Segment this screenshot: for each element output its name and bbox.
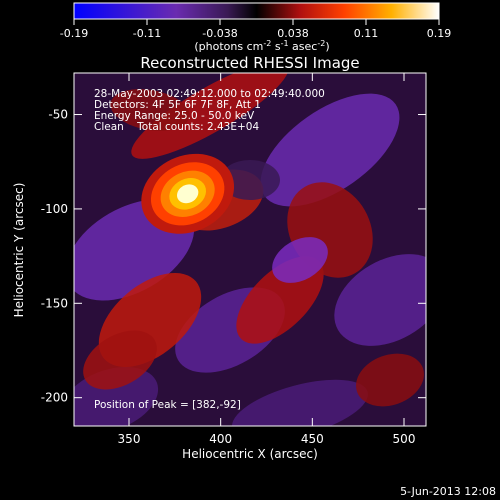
heatmap-region [232, 379, 368, 426]
colorbar-gradient [73, 2, 440, 20]
colorbar-unit-label: (photons cm-2 s-1 asec-2) [194, 39, 329, 53]
colorbar-tick-label: -0.038 [202, 27, 237, 40]
heatmap-region [110, 89, 190, 131]
y-tick-label: -50 [48, 108, 68, 122]
info-line-energy: Energy Range: 25.0 - 50.0 keV [94, 110, 255, 122]
heatmap-region [74, 367, 159, 426]
heatmap-region [356, 353, 424, 407]
heatmap-region [83, 330, 157, 390]
info-line-clean: Clean Total counts: 2.43E+04 [94, 121, 259, 133]
colorbar-tick-label: 0.19 [427, 27, 452, 40]
x-tick-label: 400 [209, 432, 232, 446]
x-axis-label: Heliocentric X (arcsec) [182, 447, 318, 461]
x-tick-label: 450 [301, 432, 324, 446]
info-line-time: 28-May-2003 02:49:12.000 to 02:49:40.000 [94, 88, 325, 100]
y-axis-label: Heliocentric Y (arcsec) [12, 183, 26, 318]
info-block: 28-May-2003 02:49:12.000 to 02:49:40.000… [94, 88, 325, 133]
y-tick-label: -150 [41, 296, 68, 310]
heatmap-region [131, 73, 289, 159]
colorbar-tick-label: -0.19 [60, 27, 88, 40]
colorbar-tick-label: -0.11 [133, 27, 161, 40]
chart-title: Reconstructed RHESSI Image [140, 54, 359, 72]
peak-position-label: Position of Peak = [382,-92] [94, 399, 241, 411]
footer-date: 5-Jun-2013 12:08 [400, 485, 496, 498]
y-tick-label: -200 [41, 391, 68, 405]
plot-frame [73, 72, 427, 427]
y-tick-label: -100 [41, 202, 68, 216]
colorbar: -0.19 -0.11 -0.038 0.038 0.11 0.19 (photons c… [60, 2, 451, 53]
colorbar-ticks: -0.19 -0.11 -0.038 0.038 0.11 0.19 [60, 19, 451, 40]
heatmap-region [220, 160, 280, 200]
x-tick-label: 350 [118, 432, 141, 446]
heatmap-region [260, 93, 400, 207]
heatmap-image [74, 73, 426, 426]
info-line-detectors: Detectors: 4F 5F 6F 7F 8F, Att 1 [94, 99, 261, 111]
heatmap-region [272, 237, 328, 283]
colorbar-tick-label: 0.11 [354, 27, 379, 40]
colorbar-tick-label: 0.038 [277, 27, 309, 40]
x-tick-label: 500 [393, 432, 416, 446]
heatmap-region [334, 254, 426, 346]
axis-ticks: 350 400 450 500 -50 -100 -150 -200 [41, 73, 426, 446]
peak-source [176, 184, 199, 204]
